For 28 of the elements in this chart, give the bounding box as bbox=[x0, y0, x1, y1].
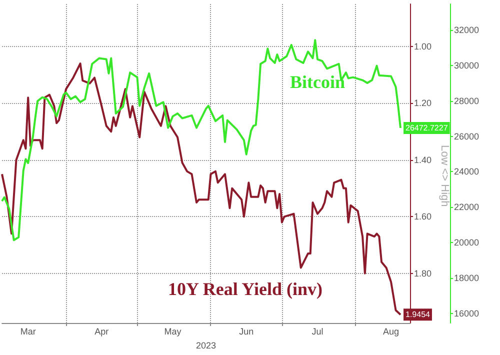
text: Low <> High bbox=[438, 145, 450, 207]
y-tick-label: 1.00 bbox=[414, 42, 432, 52]
y2-tick-label: 26000 bbox=[454, 131, 480, 142]
y-tick-label: 1.80 bbox=[414, 268, 432, 278]
y-tick-label: 1.40 bbox=[414, 154, 432, 165]
x-tick-label: Mar bbox=[20, 326, 36, 336]
x-tick-label: Jul bbox=[312, 326, 324, 336]
y2-tick-label: 30000 bbox=[454, 60, 480, 70]
x-tick-label: Jun bbox=[239, 326, 254, 336]
data-label: 1.9454 bbox=[406, 310, 431, 320]
y2-tick-label: 16000 bbox=[454, 308, 480, 318]
y2-tick-label: 18000 bbox=[454, 273, 480, 284]
y2-tick-label: 28000 bbox=[454, 96, 480, 106]
x-tick-label: Apr bbox=[94, 326, 109, 336]
y-tick-label: 1.60 bbox=[414, 212, 432, 222]
x-axis-title: 2023 bbox=[196, 340, 216, 350]
x-tick-label: Aug bbox=[383, 326, 400, 336]
y2-tick-label: 24000 bbox=[454, 166, 480, 177]
y2-tick-label: 32000 bbox=[454, 25, 480, 36]
y2-tick-label: 22000 bbox=[454, 202, 480, 212]
x-tick-label: May bbox=[164, 326, 182, 336]
y2-tick-label: 20000 bbox=[454, 238, 480, 248]
data-label: 26472.7227 bbox=[406, 123, 448, 132]
series-label: 10Y Real Yield (inv) bbox=[168, 279, 322, 299]
line-series bbox=[1, 62, 402, 316]
line-series bbox=[1, 39, 402, 242]
y-tick-label: 1.20 bbox=[414, 98, 432, 108]
series-label: Bitcoin bbox=[290, 72, 346, 92]
